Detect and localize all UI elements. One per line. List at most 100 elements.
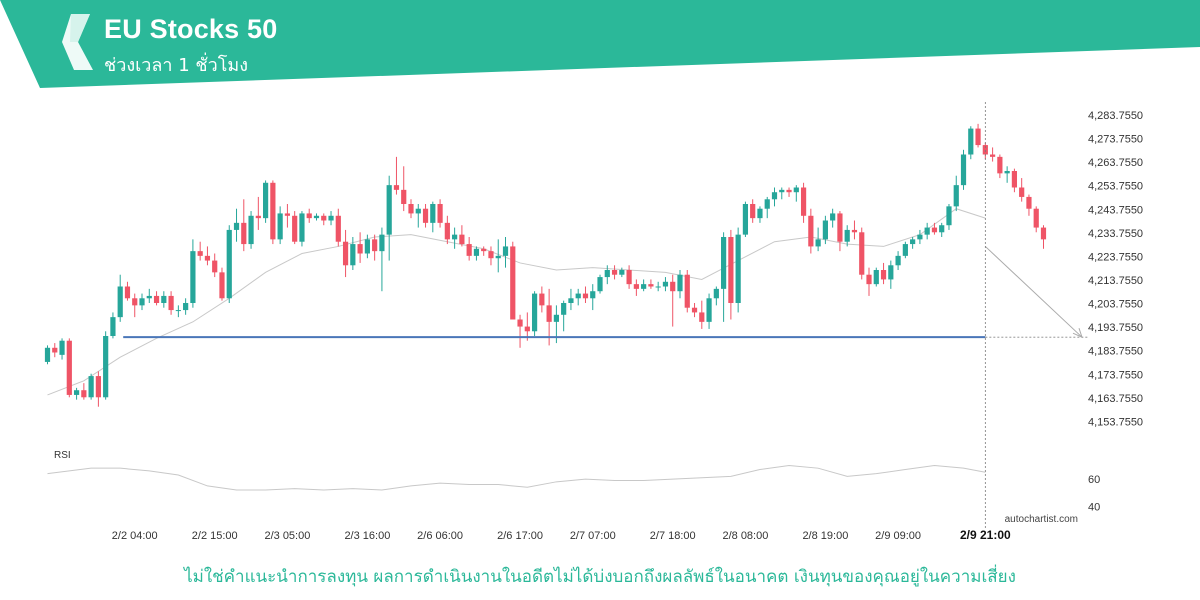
candle [1026, 194, 1032, 216]
candle [764, 196, 770, 219]
candle [859, 227, 865, 280]
candle [866, 267, 872, 296]
candle [168, 291, 174, 315]
candle [95, 371, 101, 407]
candle-body [604, 270, 610, 278]
candle-body [975, 128, 981, 146]
axes-layer: 4,283.7550 4,273.7550 4,263.7550 4,253.7550… [112, 102, 1143, 542]
candle-body [313, 215, 320, 219]
candle [183, 298, 189, 315]
y-axis-tick-label: 4,273.7550 [1088, 134, 1143, 146]
risk-disclaimer: ไม่ใช่คำแนะนำการลงทุน ผลการดำเนินงานในอด… [184, 567, 1016, 587]
candle-body [393, 185, 400, 190]
candle-body [277, 213, 283, 240]
candle [139, 293, 145, 311]
candle-body [728, 237, 734, 303]
candle-body [495, 255, 501, 259]
candle-body [502, 246, 509, 256]
candle [212, 253, 218, 278]
candle [582, 286, 589, 303]
candle-body [597, 277, 603, 292]
candle [873, 267, 879, 287]
candle [335, 208, 341, 247]
candle [728, 229, 734, 320]
candle [757, 206, 763, 223]
y-axis-tick-label: 4,233.7550 [1088, 228, 1143, 240]
candle-body [379, 234, 385, 252]
candle [190, 239, 196, 308]
candle-body [655, 286, 661, 288]
candle [495, 239, 501, 273]
candle [66, 338, 72, 398]
candle-body [437, 204, 443, 223]
candle [459, 225, 465, 247]
candle-body [662, 281, 669, 287]
candle-body [990, 154, 996, 157]
candle [735, 227, 741, 313]
candle-body [517, 319, 523, 327]
candle [175, 305, 181, 318]
candle [524, 312, 530, 341]
candle [502, 237, 509, 268]
candle-body [641, 284, 647, 289]
candle-body [880, 270, 887, 280]
candle [706, 293, 712, 329]
candle-body [473, 248, 480, 256]
candle [822, 215, 828, 245]
candle-body [619, 270, 625, 275]
candle-body [226, 229, 232, 299]
candle [539, 286, 545, 313]
candle-body [968, 128, 974, 155]
candle-body [815, 239, 821, 247]
candle-body [575, 293, 581, 299]
candle [357, 232, 363, 263]
x-axis-tick-label: 2/7 18:00 [650, 530, 696, 542]
candle-body [721, 237, 727, 289]
candle-body [851, 229, 858, 233]
y-axis-tick-label: 4,283.7550 [1088, 110, 1143, 122]
candle-body [677, 274, 683, 292]
candle-body [408, 204, 414, 214]
candle [641, 279, 647, 292]
candle [786, 187, 792, 197]
candle-body [321, 215, 327, 221]
candle-body [866, 274, 872, 285]
candle-body [59, 340, 65, 355]
y-axis-tick-label: 4,173.7550 [1088, 369, 1143, 381]
candle-body [750, 204, 756, 219]
candle-body [524, 326, 530, 332]
rsi-axis-tick-label: 40 [1088, 501, 1100, 513]
candle-body [982, 145, 988, 155]
candle-body [859, 232, 865, 275]
candle [750, 199, 756, 223]
candle [1033, 206, 1039, 233]
candle-body [183, 303, 189, 311]
y-axis-tick-label: 4,263.7550 [1088, 157, 1143, 169]
candle [800, 182, 807, 223]
candle-body [931, 227, 938, 233]
candle-body [786, 189, 792, 193]
candle-body [888, 265, 894, 280]
candle-body [670, 281, 676, 292]
candle [517, 314, 523, 348]
candle [306, 208, 312, 223]
candle-body [691, 307, 698, 313]
candle-body [248, 215, 254, 245]
candle [124, 281, 131, 301]
candle [52, 343, 58, 358]
candle [132, 293, 138, 318]
x-axis-tick-label: 2/8 08:00 [722, 530, 768, 542]
candle-body [1026, 196, 1032, 209]
candle [611, 265, 618, 280]
candle [960, 149, 967, 190]
candle [292, 211, 298, 245]
candle-body [444, 222, 450, 240]
candle-body [648, 284, 654, 287]
candle [270, 180, 276, 245]
candle-body [73, 390, 80, 395]
candle [117, 274, 123, 322]
candle-body [103, 336, 109, 398]
candle-body [372, 239, 378, 252]
candle [633, 279, 639, 296]
candle [452, 227, 458, 249]
